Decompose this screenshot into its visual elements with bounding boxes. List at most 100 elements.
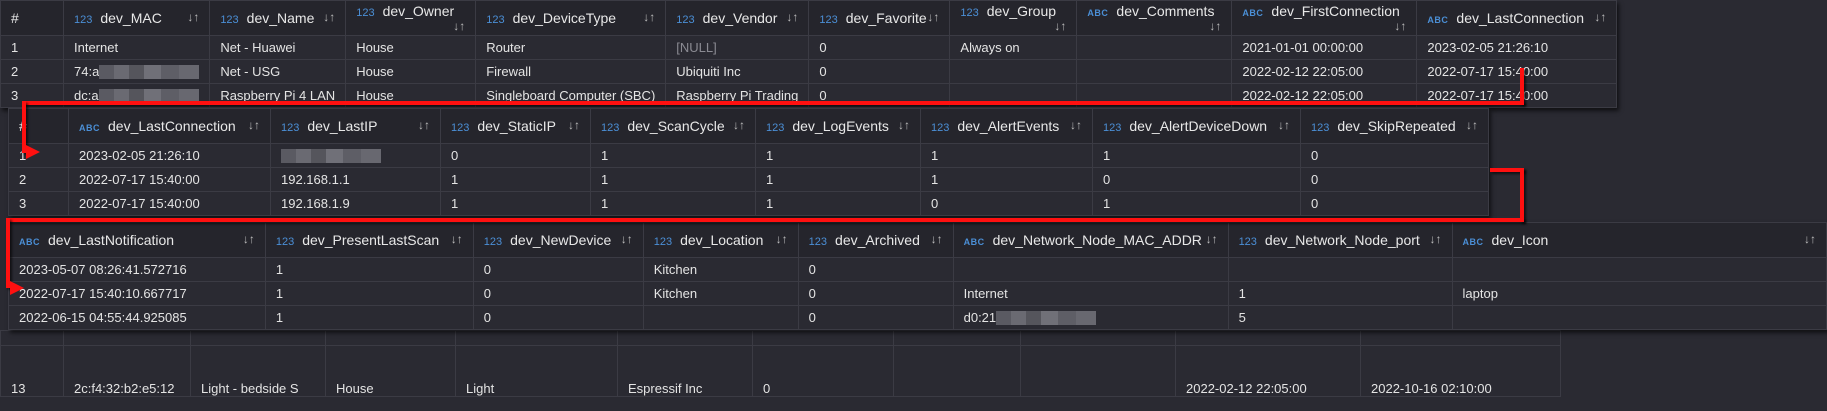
column-header-dev-firstconnection[interactable]: ABC dev_FirstConnection ↓↑ (1231, 0, 1418, 36)
table-cell[interactable]: 0 (1092, 167, 1301, 192)
column-header-dev-alertevents[interactable]: 123 dev_AlertEvents ↓↑ (920, 108, 1093, 144)
table-row[interactable]: 3 2022-07-17 15:40:00 192.168.1.9 1 1 1 0 1 0 (8, 191, 1489, 216)
table-cell[interactable]: 1 (755, 143, 921, 168)
table-cell[interactable] (1451, 257, 1827, 282)
table-cell[interactable]: 2022-07-17 15:40:00 (68, 191, 271, 216)
table-cell[interactable]: d0:21 (952, 305, 1229, 330)
column-header-dev-devicetype[interactable]: 123 dev_DeviceType ↓↑ (475, 0, 667, 36)
sort-arrows-icon[interactable]: ↓↑ (643, 10, 656, 24)
table-cell[interactable]: House (325, 345, 456, 397)
table-cell[interactable]: 1 (920, 167, 1093, 192)
column-header-dev-lastconnection[interactable]: ABC dev_LastConnection ↓↑ (1416, 0, 1618, 36)
table-cell[interactable] (949, 59, 1078, 84)
sort-arrows-icon[interactable]: ↓↑ (927, 10, 940, 24)
table-cell[interactable]: Internet (62, 35, 211, 60)
table-cell[interactable] (1076, 59, 1233, 84)
sort-arrows-icon[interactable]: ↓↑ (775, 232, 788, 246)
table-row[interactable]: 2023-05-07 08:26:41.572716 1 0 Kitchen 0 (8, 257, 1827, 282)
table-cell[interactable]: 1 (264, 305, 474, 330)
table-cell[interactable]: 2022-07-17 15:40:10.667717 (8, 281, 266, 306)
table-cell[interactable]: 2023-02-05 21:26:10 (1416, 35, 1618, 60)
column-header-dev-alertdevicedown[interactable]: 123 dev_AlertDeviceDown ↓↑ (1092, 108, 1301, 144)
table-cell[interactable]: 1 (590, 167, 756, 192)
table-cell[interactable]: Espressif Inc (617, 345, 753, 397)
table-cell[interactable]: 2022-02-12 22:05:00 (1175, 345, 1361, 397)
sort-arrows-icon[interactable]: ↓↑ (323, 10, 336, 24)
table-cell[interactable] (642, 305, 799, 330)
sort-arrows-icon[interactable]: ↓↑ (733, 118, 745, 132)
table-cell[interactable]: 1 (1227, 281, 1453, 306)
table-cell[interactable]: Internet (952, 281, 1229, 306)
column-header-dev-staticip[interactable]: 123 dev_StaticIP ↓↑ (440, 108, 591, 144)
column-header-row-number[interactable]: # (0, 0, 64, 36)
table-cell[interactable]: laptop (1451, 281, 1827, 306)
table-cell[interactable]: 1 (1092, 191, 1301, 216)
table-cell[interactable]: 74:a (62, 59, 211, 84)
column-header-dev-lastnotification[interactable]: ABC dev_LastNotification ↓↑ (8, 222, 266, 258)
table-cell[interactable]: 13 (0, 345, 64, 397)
table-cell[interactable] (1020, 345, 1176, 397)
column-header-dev-archived[interactable]: 123 dev_Archived ↓↑ (797, 222, 954, 258)
table-cell[interactable]: 1 (264, 281, 474, 306)
table-cell[interactable] (270, 143, 441, 168)
table-cell[interactable]: 0 (1300, 191, 1489, 216)
table-cell[interactable]: 1 (1092, 143, 1301, 168)
sort-arrows-icon[interactable]: ↓↑ (786, 10, 799, 24)
sort-arrows-icon[interactable]: ↓↑ (1394, 19, 1407, 33)
table-cell[interactable] (1451, 305, 1827, 330)
table-cell[interactable]: Always on (949, 35, 1078, 60)
table-cell[interactable]: Kitchen (642, 281, 799, 306)
sort-arrows-icon[interactable]: ↓↑ (242, 232, 255, 246)
table-row[interactable]: 13 2c:f4:32:b2:e5:12 Light - bedside S Hous… (0, 345, 1561, 397)
table-cell[interactable]: Net - USG (209, 59, 347, 84)
table-cell[interactable]: 1 (755, 191, 921, 216)
sort-arrows-icon[interactable]: ↓↑ (418, 118, 430, 132)
table-cell[interactable]: 0 (797, 257, 954, 282)
sort-arrows-icon[interactable]: ↓↑ (930, 232, 943, 246)
table-cell[interactable]: 2 (8, 167, 69, 192)
table-cell[interactable]: [NULL] (665, 35, 810, 60)
table-cell[interactable]: Firewall (475, 59, 667, 84)
sort-arrows-icon[interactable]: ↓↑ (1070, 118, 1082, 132)
table-cell[interactable]: 0 (752, 345, 894, 397)
table-cell[interactable]: 0 (472, 305, 644, 330)
table-cell[interactable]: 2023-02-05 21:26:10 (68, 143, 271, 168)
column-header-dev-comments[interactable]: ABC dev_Comments ↓↑ (1076, 0, 1233, 36)
table-cell[interactable]: Net - Huawei (209, 35, 347, 60)
sort-arrows-icon[interactable]: ↓↑ (1804, 232, 1816, 246)
table-row[interactable]: 1 Internet Net - Huawei House Router [NULL] 0 A… (0, 35, 1618, 60)
table-cell[interactable]: House (345, 59, 477, 84)
sort-arrows-icon[interactable]: ↓↑ (450, 232, 463, 246)
table-cell[interactable]: 1 (920, 143, 1093, 168)
table-cell[interactable]: 2c:f4:32:b2:e5:12 (63, 345, 191, 397)
table-cell[interactable]: 2022-10-16 02:10:00 (1360, 345, 1561, 397)
sort-arrows-icon[interactable]: ↓↑ (1466, 118, 1478, 132)
sort-arrows-icon[interactable]: ↓↑ (620, 232, 633, 246)
table-cell[interactable] (893, 345, 1021, 397)
column-header-dev-network-node-port[interactable]: 123 dev_Network_Node_port ↓↑ (1227, 222, 1453, 258)
table-cell[interactable] (1076, 35, 1233, 60)
sort-arrows-icon[interactable]: ↓↑ (1205, 232, 1218, 246)
table-cell[interactable]: 1 (0, 35, 64, 60)
sort-arrows-icon[interactable]: ↓↑ (1278, 118, 1290, 132)
column-header-dev-owner[interactable]: 123 dev_Owner ↓↑ (345, 0, 477, 36)
table-cell[interactable]: 0 (472, 257, 644, 282)
table-cell[interactable]: 2022-07-17 15:40:00 (1416, 59, 1618, 84)
table-cell[interactable]: 2021-01-01 00:00:00 (1231, 35, 1418, 60)
table-row[interactable]: 2 2022-07-17 15:40:00 192.168.1.1 1 1 1 1 0 0 (8, 167, 1489, 192)
table-cell[interactable]: 0 (808, 59, 951, 84)
sort-arrows-icon[interactable]: ↓↑ (187, 10, 200, 24)
column-header-dev-scancycle[interactable]: 123 dev_ScanCycle ↓↑ (590, 108, 756, 144)
table-cell[interactable]: 0 (797, 281, 954, 306)
table-row[interactable]: 2022-07-17 15:40:10.667717 1 0 Kitchen 0 Inte… (8, 281, 1827, 306)
table-cell[interactable] (952, 257, 1229, 282)
table-cell[interactable]: 192.168.1.1 (270, 167, 441, 192)
table-cell[interactable]: 0 (472, 281, 644, 306)
table-cell[interactable]: 5 (1227, 305, 1453, 330)
table-cell[interactable]: 2022-07-17 15:40:00 (68, 167, 271, 192)
table-cell[interactable]: 1 (440, 167, 591, 192)
column-header-dev-location[interactable]: 123 dev_Location ↓↑ (642, 222, 799, 258)
table-cell[interactable]: 1 (264, 257, 474, 282)
column-header-dev-skiprepeated[interactable]: 123 dev_SkipRepeated ↓↑ (1300, 108, 1489, 144)
table-cell[interactable]: 192.168.1.9 (270, 191, 441, 216)
